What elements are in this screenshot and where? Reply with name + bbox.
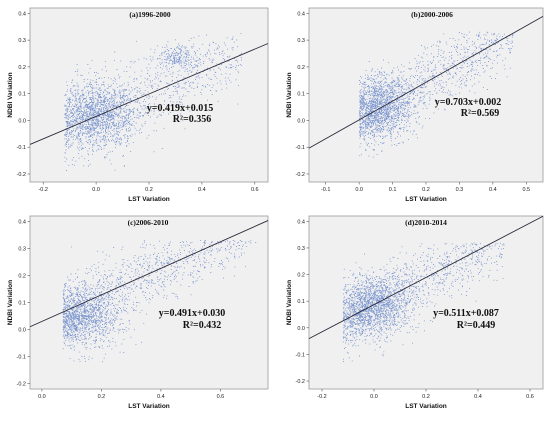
- x-tick-label: 0.0: [355, 187, 363, 193]
- panel-a-ylabel: NDBI Variation: [7, 72, 14, 117]
- panel-d-equation: y=0.511x+0.087: [433, 308, 499, 319]
- plot-area: [29, 7, 269, 183]
- y-tick-label: 0.0: [297, 118, 305, 124]
- panel-b-xlabel: LST Variation: [405, 196, 447, 203]
- x-tick-label: 0.4: [474, 394, 482, 400]
- y-tick-label: 0.3: [297, 246, 305, 252]
- y-tick-label: -0.2: [17, 382, 26, 388]
- panel-b-fit: [308, 16, 544, 149]
- x-tick-label: 0.2: [145, 187, 153, 193]
- scatter-points: [64, 33, 242, 171]
- panel-b-title: (b)2000-2006: [411, 10, 453, 19]
- panel-a-r2: R²=0.356: [173, 114, 211, 125]
- panel-d-ylabel: NDBI Variation: [286, 280, 293, 325]
- panel-b-points: [359, 31, 514, 158]
- regression-line: [29, 43, 269, 145]
- regression-line: [308, 215, 544, 340]
- panel-c-title: (c)2006-2010: [128, 218, 169, 227]
- y-tick-label: 0.1: [18, 301, 26, 307]
- y-tick-label: 0.0: [18, 328, 26, 334]
- panel-c-fit: [29, 220, 269, 328]
- y-tick-label: -0.1: [17, 355, 26, 361]
- y-tick-label: 0.2: [18, 65, 26, 71]
- panel-b-ylabel: NDBI Variation: [286, 72, 293, 117]
- regression-line: [29, 220, 269, 328]
- x-tick-label: 0.2: [98, 394, 106, 400]
- panel-a-fit: [29, 43, 269, 145]
- y-tick-label: 0.4: [297, 219, 305, 225]
- y-tick-label: 0.2: [297, 273, 305, 279]
- y-tick-label: 0.3: [18, 246, 26, 252]
- panel-a: -0.2 0.0 0.2 0.4 0.6-0.2-0.10.00.10.20.30.4 …: [7, 7, 269, 203]
- y-tick-label: 0.0: [18, 118, 26, 124]
- y-tick-label: 0.1: [297, 92, 305, 98]
- panel-b-r2: R²=0.569: [461, 108, 499, 119]
- y-tick-label: -0.1: [296, 145, 305, 151]
- panel-d-title: (d)2010-2014: [405, 218, 447, 227]
- regression-line: [308, 16, 544, 149]
- y-tick-label: -0.2: [296, 172, 305, 178]
- x-tick-label: 0.4: [157, 394, 165, 400]
- y-tick-label: 0.3: [18, 38, 26, 44]
- x-tick-label: 0.0: [370, 394, 378, 400]
- panel-d-xlabel: LST Variation: [405, 403, 447, 410]
- x-tick-label: 0.6: [217, 394, 225, 400]
- x-tick-label: 0.3: [456, 187, 464, 193]
- y-tick-label: 0.4: [297, 11, 305, 17]
- y-tick-label: 0.2: [18, 273, 26, 279]
- x-tick-label: 0.4: [198, 187, 206, 193]
- panel-c-ylabel: NDBI Variation: [7, 280, 14, 325]
- panel-a-points: [64, 33, 242, 171]
- panel-b-equation: y=0.703x+0.002: [435, 97, 501, 108]
- x-tick-label: 0.4: [489, 187, 497, 193]
- panel-c: 0.0 0.2 0.4 0.6 -0.2 -0.1 0.0 0.1 0.2 0.3 0.4 (c)2…: [7, 215, 269, 410]
- panel-b-axes: -0.1 0.0 0.1 0.2 0.3 0.4 0.5 -0.2 -0.1 0.0 0.1 0.2 0…: [296, 7, 544, 193]
- scatter-points: [359, 31, 514, 158]
- x-tick-label: 0.0: [38, 394, 46, 400]
- panel-a-axes: -0.2 0.0 0.2 0.4 0.6 -0.2 -0.1 0.0 0.1 0.2 0.3 0.4: [17, 7, 269, 193]
- x-tick-label: -0.2: [317, 394, 326, 400]
- panel-c-axes: 0.0 0.2 0.4 0.6 -0.2 -0.1 0.0 0.1 0.2 0.3 0.4: [17, 215, 269, 400]
- x-tick-label: 0.6: [526, 394, 534, 400]
- x-tick-label: -0.1: [321, 187, 330, 193]
- x-tick-label: 0.0: [92, 187, 100, 193]
- y-tick-label: 0.4: [18, 219, 26, 225]
- scatter-points: [62, 240, 257, 363]
- y-tick-label: -0.1: [17, 145, 26, 151]
- plot-area: [308, 7, 544, 183]
- y-tick-label: 0.3: [297, 38, 305, 44]
- y-tick-label: 0.4: [18, 11, 26, 17]
- y-tick-label: 0.1: [297, 299, 305, 305]
- panel-a-equation: y=0.419x+0.015: [147, 103, 213, 114]
- panel-a-xlabel: LST Variation: [128, 196, 170, 203]
- x-tick-label: -0.2: [38, 187, 47, 193]
- x-tick-label: 0.2: [422, 394, 430, 400]
- y-tick-label: 0.1: [18, 92, 26, 98]
- panel-d-fit: [308, 215, 544, 340]
- panel-c-points: [62, 240, 257, 363]
- y-tick-label: -0.2: [296, 379, 305, 385]
- panel-a-title: (a)1996-2000: [129, 10, 170, 19]
- x-tick-label: 0.5: [522, 187, 530, 193]
- panel-c-xlabel: LST Variation: [128, 403, 170, 410]
- y-tick-label: -0.2: [17, 172, 26, 178]
- panel-d-points: [342, 242, 505, 362]
- panel-d-r2: R²=0.449: [457, 320, 495, 331]
- x-tick-label: 0.6: [251, 187, 259, 193]
- panel-d: -0.2 0.0 0.2 0.4 0.6-0.2-0.10.00.10.20.30.4 …: [286, 215, 544, 410]
- panel-c-r2: R²=0.432: [183, 320, 221, 331]
- y-tick-label: -0.1: [296, 352, 305, 358]
- y-tick-label: 0.2: [297, 65, 305, 71]
- y-tick-label: 0.0: [297, 326, 305, 332]
- panel-b: -0.1 0.0 0.1 0.2 0.3 0.4 0.5 -0.2 -0.1 0.0 0.1 0.2 0…: [286, 7, 544, 203]
- panel-c-equation: y=0.491x+0.030: [159, 308, 225, 319]
- x-tick-label: 0.2: [422, 187, 430, 193]
- panel-d-axes: -0.2 0.0 0.2 0.4 0.6 -0.2 -0.1 0.0 0.1 0.2 0.3 0.4: [296, 215, 544, 400]
- scatter-points: [342, 242, 505, 362]
- x-tick-label: 0.1: [389, 187, 397, 193]
